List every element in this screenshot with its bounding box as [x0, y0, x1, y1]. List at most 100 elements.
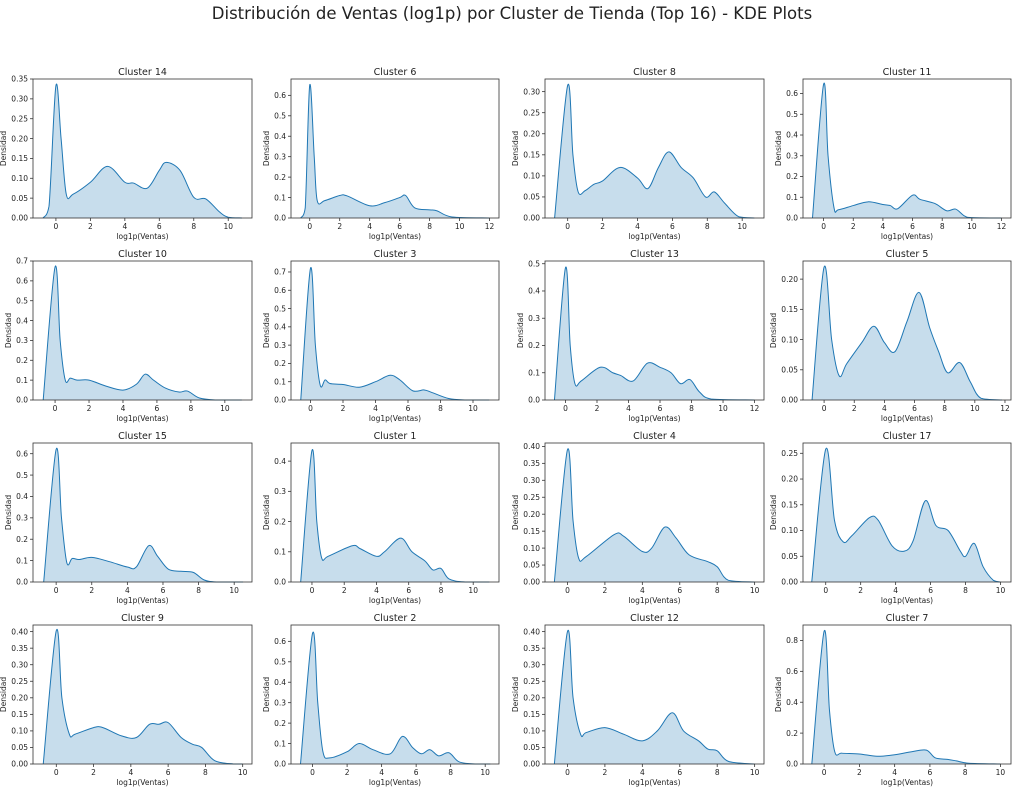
kde-line [811, 447, 1001, 583]
x-tick-label: 2 [852, 404, 857, 413]
y-tick-label: 0.00 [523, 578, 540, 587]
y-axis-label: Densidad [769, 495, 778, 530]
subplot-title: Cluster 10 [118, 249, 167, 260]
x-tick-label: 4 [367, 222, 372, 231]
x-tick-label: 4 [640, 768, 645, 777]
axes-frame [290, 78, 500, 219]
kde-area [554, 630, 755, 764]
y-tick-label: 0.05 [523, 743, 540, 752]
y-axis-label: Densidad [262, 677, 271, 712]
y-tick-label: 0.1 [16, 376, 28, 385]
y-tick-label: 0.10 [11, 727, 28, 736]
y-tick-label: 0.10 [523, 544, 540, 553]
y-axis-label: Densidad [511, 495, 520, 530]
kde-line [811, 630, 1001, 765]
y-tick-label: 0.1 [786, 193, 798, 202]
subplot-title: Cluster 2 [374, 613, 417, 624]
x-tick-label: 0 [54, 222, 59, 231]
x-tick-label: 6 [910, 222, 915, 231]
x-tick-label: 10 [468, 586, 478, 595]
x-tick-label: 10 [238, 768, 248, 777]
x-tick-label: 2 [87, 404, 92, 413]
x-tick-label: 4 [882, 404, 887, 413]
kde-area [812, 83, 1002, 218]
y-tick-label: 0.0 [274, 396, 286, 405]
subplot-title: Cluster 15 [118, 431, 167, 442]
x-tick-label: 4 [893, 586, 898, 595]
y-tick-label: 0.6 [786, 667, 798, 676]
subplot-title: Cluster 14 [118, 67, 167, 78]
y-tick-label: 0.5 [274, 111, 286, 120]
x-axis-label: log1p(Ventas) [369, 596, 421, 605]
x-tick-label: 6 [166, 768, 171, 777]
subplot: 0 2 4 6 8 10 0.0 0.2 0.4 0.6 0.8 Cluster 7 log1p(Ven… [774, 613, 1012, 787]
subplot: 0 2 4 6 8 10 0.00 0.05 0.10 0.15 0.20 0.25 0.30 0.35 0… [0, 613, 253, 787]
x-tick-label: 6 [677, 768, 682, 777]
y-tick-label: 0.3 [274, 487, 286, 496]
y-axis-label: Densidad [262, 131, 271, 166]
subplot-title: Cluster 9 [121, 613, 164, 624]
subplot-title: Cluster 13 [630, 249, 679, 260]
x-tick-label: 4 [379, 768, 384, 777]
kde-area [811, 630, 1001, 764]
x-tick-label: 6 [406, 586, 411, 595]
kde-line [300, 84, 490, 219]
x-tick-label: 12 [997, 222, 1007, 231]
x-tick-label: 6 [677, 586, 682, 595]
axes-frame [32, 442, 253, 583]
x-tick-label: 12 [1000, 404, 1010, 413]
x-axis-label: log1p(Ventas) [369, 414, 421, 423]
y-tick-label: 0.15 [781, 500, 798, 509]
x-axis-label: log1p(Ventas) [881, 232, 933, 241]
kde-line [300, 267, 490, 401]
figure-title: Distribución de Ventas (log1p) por Clust… [212, 4, 812, 23]
subplot: 0 2 4 6 8 10 0.0 0.1 0.2 0.3 0.4 0.5 0.6 0.7 Cluster 1… [4, 249, 253, 423]
subplot-title: Cluster 11 [883, 67, 932, 78]
x-tick-label: 4 [373, 404, 378, 413]
x-tick-label: 2 [857, 768, 862, 777]
x-axis-label: log1p(Ventas) [116, 232, 168, 241]
x-tick-label: 6 [157, 222, 162, 231]
x-tick-label: 6 [155, 404, 160, 413]
x-tick-label: 4 [121, 404, 126, 413]
y-axis-label: Densidad [511, 677, 520, 712]
y-tick-label: 0.25 [523, 493, 540, 502]
y-tick-label: 0.8 [786, 636, 798, 645]
x-tick-label: 8 [203, 768, 208, 777]
kde-area [300, 449, 490, 582]
x-tick-label: 4 [122, 222, 127, 231]
y-tick-label: 0.20 [523, 129, 540, 138]
y-tick-label: 0.00 [781, 396, 798, 405]
x-tick-label: 2 [345, 768, 350, 777]
x-axis-label: log1p(Ventas) [881, 414, 933, 423]
y-tick-label: 0.5 [528, 259, 540, 268]
x-tick-label: 10 [229, 586, 239, 595]
x-tick-label: 2 [89, 586, 94, 595]
kde-area [42, 84, 243, 218]
x-tick-label: 8 [191, 222, 196, 231]
y-tick-label: 0.25 [11, 114, 28, 123]
kde-line [43, 447, 244, 583]
y-tick-label: 0.25 [11, 677, 28, 686]
y-tick-label: 0.4 [16, 316, 28, 325]
subplot: 0 2 4 6 8 10 0.0 0.1 0.2 0.3 0.4 0.5 0.6 0.7 Cluster 3… [262, 249, 500, 423]
subplot-title: Cluster 8 [633, 67, 676, 78]
x-tick-label: 0 [307, 222, 312, 231]
x-axis-label: log1p(Ventas) [628, 778, 680, 787]
y-axis-label: Densidad [0, 677, 8, 712]
x-tick-label: 0 [565, 586, 570, 595]
x-tick-label: 8 [963, 768, 968, 777]
axes-frame [32, 260, 253, 401]
kde-line [553, 448, 755, 583]
y-tick-label: 0.0 [786, 214, 798, 223]
y-tick-label: 0.4 [274, 132, 286, 141]
y-tick-label: 0.0 [528, 396, 540, 405]
y-tick-label: 0.1 [274, 377, 286, 386]
x-axis-label: log1p(Ventas) [628, 414, 680, 423]
x-tick-label: 4 [640, 586, 645, 595]
y-tick-label: 0.3 [274, 152, 286, 161]
y-tick-label: 0.4 [16, 492, 28, 501]
kde-area [43, 448, 244, 582]
kde-line [299, 631, 491, 765]
y-tick-label: 0.15 [781, 305, 798, 314]
